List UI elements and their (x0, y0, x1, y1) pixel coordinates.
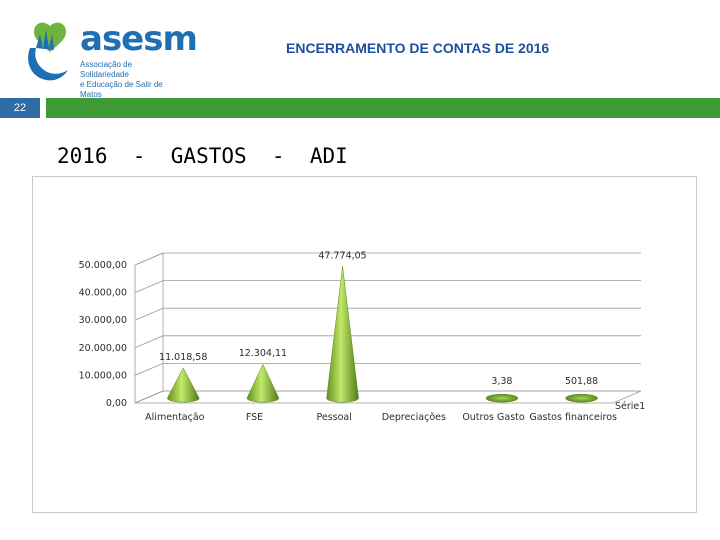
chart-cones (166, 266, 598, 403)
x-tick-label: Alimentação (145, 412, 204, 423)
slide-title: 2016 - GASTOS - ADI (57, 144, 348, 168)
y-tick-label: 20.000,00 (79, 343, 127, 354)
data-label: 11.018,58 (159, 352, 207, 363)
y-tick-label: 30.000,00 (79, 315, 127, 326)
gridline-slant (134, 252, 164, 266)
logo-subtitle-line2: e Educação de Salir de Matos (80, 80, 163, 99)
x-axis-labels: Alimentação FSE Pessoal Depreciações Outros … (145, 412, 617, 423)
y-tick-label: 50.000,00 (79, 260, 127, 271)
data-label: 501,88 (565, 376, 598, 387)
document-title: ENCERRAMENTO DE CONTAS DE 2016 (286, 40, 550, 56)
logo-subtitle-line1: Associação de Solidariedade (80, 60, 133, 79)
gastos-chart: 0,00 10.000,00 20.000,00 30.000,00 40.000,00… (79, 250, 646, 423)
asesm-logo: asesm Associação de Solidariedade e Educ… (22, 18, 198, 99)
data-labels: 11.018,58 12.304,11 47.774,05 3,38 501,88 (159, 250, 598, 387)
logo-wordmark: asesm (80, 19, 198, 59)
cone-mark (485, 393, 519, 403)
x-tick-label: Pessoal (316, 412, 351, 423)
cone-mark (166, 367, 200, 403)
data-label: 47.774,05 (318, 250, 366, 261)
gridline-slant (134, 335, 164, 349)
y-tick-label: 10.000,00 (79, 370, 127, 381)
hand-heart-icon (28, 22, 68, 81)
series-label: Série1 (615, 401, 645, 412)
x-tick-label: Gastos financeiros (529, 412, 617, 423)
y-axis-ticks: 0,00 10.000,00 20.000,00 30.000,00 40.000,00… (79, 260, 127, 409)
cone-mark (326, 266, 359, 403)
chart-grid (134, 252, 642, 404)
chart-frame: 0,00 10.000,00 20.000,00 30.000,00 40.000,00… (32, 176, 697, 513)
header-band (46, 98, 720, 118)
gridline-slant (134, 280, 164, 293)
cone-mark (246, 363, 280, 403)
logo-subtitle: Associação de Solidariedade e Educação d… (80, 60, 182, 100)
gridline-slant (134, 363, 164, 376)
data-label: 3,38 (491, 376, 512, 387)
cone-mark (565, 393, 598, 403)
x-tick-label: FSE (246, 412, 263, 423)
x-tick-label: Depreciações (382, 412, 446, 423)
data-label: 12.304,11 (239, 348, 287, 359)
gridline-slant (134, 390, 164, 404)
y-tick-label: 40.000,00 (79, 288, 127, 299)
gridline-slant (134, 307, 164, 321)
side-wall (134, 252, 164, 404)
y-tick-label: 0,00 (106, 398, 127, 409)
chart-floor (134, 390, 642, 404)
x-tick-label: Outros Gasto (462, 412, 525, 423)
page-number: 22 (0, 98, 40, 118)
